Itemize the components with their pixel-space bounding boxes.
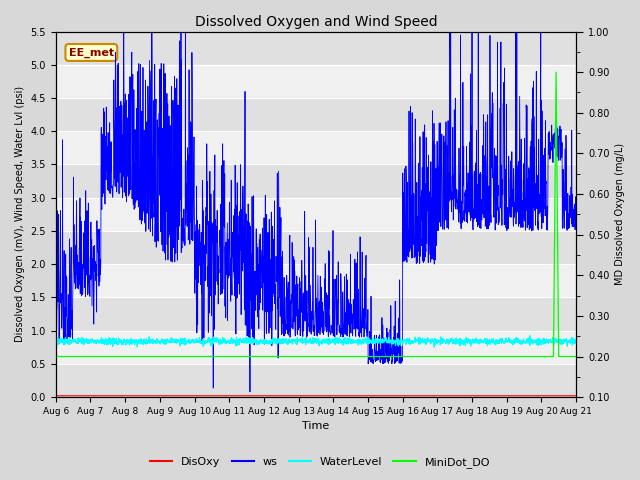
- ws: [246, 389, 254, 395]
- Bar: [56, 231, 576, 264]
- DisOxy: [52, 393, 60, 399]
- MiniDot_DO: [461, 354, 469, 360]
- ws: [557, 137, 565, 143]
- Text: EE_met: EE_met: [68, 48, 114, 58]
- WaterLevel: [52, 337, 60, 343]
- MiniDot_DO: [550, 354, 557, 360]
- WaterLevel: [526, 333, 534, 338]
- WaterLevel: [557, 342, 565, 348]
- WaterLevel: [291, 336, 299, 342]
- WaterLevel: [572, 338, 580, 344]
- DisOxy: [461, 393, 469, 399]
- ws: [79, 262, 86, 267]
- MiniDot_DO: [52, 354, 60, 360]
- Line: WaterLevel: WaterLevel: [56, 336, 576, 347]
- MiniDot_DO: [552, 69, 560, 75]
- DisOxy: [305, 393, 312, 399]
- MiniDot_DO: [79, 354, 86, 360]
- WaterLevel: [557, 339, 565, 345]
- WaterLevel: [305, 339, 312, 345]
- ws: [292, 282, 300, 288]
- DisOxy: [572, 393, 580, 399]
- MiniDot_DO: [572, 354, 580, 360]
- WaterLevel: [462, 336, 470, 342]
- Bar: [56, 98, 576, 131]
- ws: [557, 155, 565, 161]
- Legend: DisOxy, ws, WaterLevel, MiniDot_DO: DisOxy, ws, WaterLevel, MiniDot_DO: [145, 452, 495, 472]
- ws: [120, 29, 127, 35]
- Bar: [56, 364, 576, 397]
- MiniDot_DO: [557, 354, 565, 360]
- Line: ws: ws: [56, 32, 576, 392]
- Y-axis label: Dissolved Oxygen (mV), Wind Speed, Water Lvl (psi): Dissolved Oxygen (mV), Wind Speed, Water…: [15, 86, 25, 342]
- DisOxy: [557, 393, 565, 399]
- Bar: [56, 32, 576, 65]
- ws: [462, 188, 470, 194]
- DisOxy: [79, 393, 86, 399]
- DisOxy: [291, 393, 299, 399]
- MiniDot_DO: [291, 354, 299, 360]
- ws: [305, 313, 313, 319]
- Bar: [56, 298, 576, 331]
- ws: [572, 216, 580, 222]
- Line: MiniDot_DO: MiniDot_DO: [56, 72, 576, 357]
- Title: Dissolved Oxygen and Wind Speed: Dissolved Oxygen and Wind Speed: [195, 15, 437, 29]
- MiniDot_DO: [305, 354, 312, 360]
- ws: [52, 235, 60, 241]
- X-axis label: Time: Time: [302, 421, 330, 432]
- Bar: [56, 165, 576, 198]
- WaterLevel: [431, 344, 438, 350]
- MiniDot_DO: [557, 354, 565, 360]
- DisOxy: [557, 393, 564, 399]
- WaterLevel: [79, 335, 86, 341]
- Y-axis label: MD Dissolved Oxygen (mg/L): MD Dissolved Oxygen (mg/L): [615, 143, 625, 286]
